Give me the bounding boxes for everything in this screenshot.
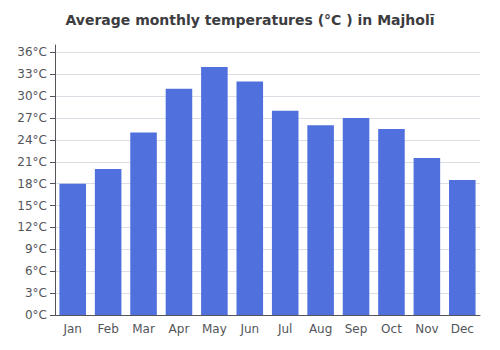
svg-text:May: May — [202, 322, 227, 336]
svg-text:Dec: Dec — [451, 322, 474, 336]
svg-text:12°C: 12°C — [17, 220, 47, 234]
svg-text:0°C: 0°C — [25, 308, 47, 322]
svg-text:Oct: Oct — [381, 322, 402, 336]
svg-text:Mar: Mar — [132, 322, 155, 336]
svg-text:6°C: 6°C — [25, 264, 47, 278]
svg-text:Jan: Jan — [62, 322, 82, 336]
svg-text:27°C: 27°C — [17, 111, 47, 125]
svg-text:Jul: Jul — [277, 322, 292, 336]
svg-text:30°C: 30°C — [17, 89, 47, 103]
svg-text:36°C: 36°C — [17, 45, 47, 59]
svg-text:3°C: 3°C — [25, 286, 47, 300]
svg-text:9°C: 9°C — [25, 242, 47, 256]
svg-text:Sep: Sep — [345, 322, 368, 336]
svg-text:Jun: Jun — [239, 322, 259, 336]
svg-text:Apr: Apr — [169, 322, 190, 336]
svg-text:Aug: Aug — [309, 322, 332, 336]
svg-text:24°C: 24°C — [17, 133, 47, 147]
svg-text:18°C: 18°C — [17, 177, 47, 191]
svg-text:21°C: 21°C — [17, 155, 47, 169]
svg-text:Nov: Nov — [415, 322, 438, 336]
svg-text:Average monthly temperatures (: Average monthly temperatures (°C ) in Ma… — [65, 12, 434, 28]
svg-text:33°C: 33°C — [17, 67, 47, 81]
svg-text:Feb: Feb — [98, 322, 119, 336]
svg-text:15°C: 15°C — [17, 199, 47, 213]
